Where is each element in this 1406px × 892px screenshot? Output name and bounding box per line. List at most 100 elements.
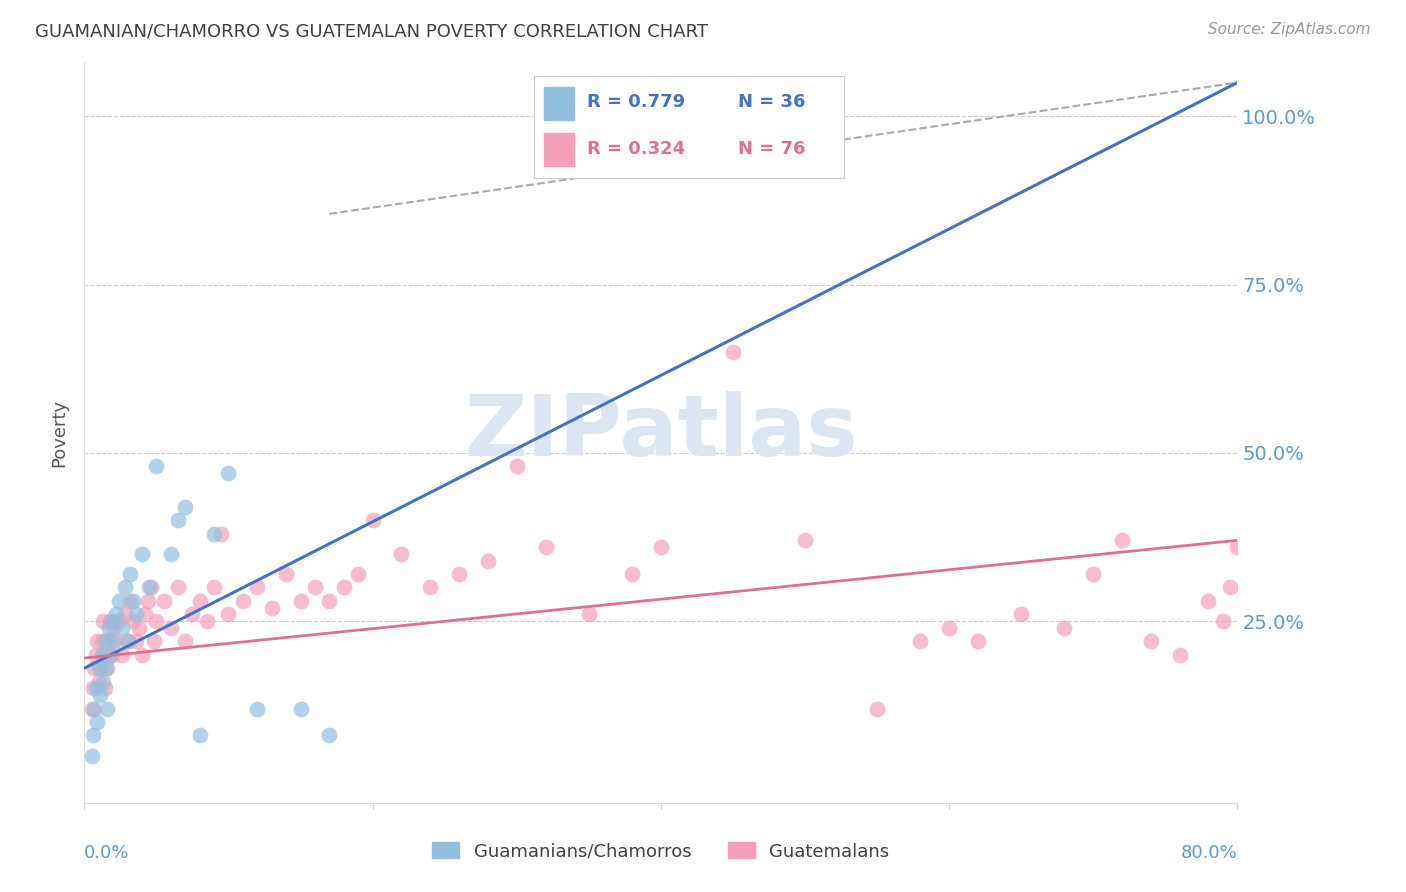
Point (391, 547, 413, 561)
Point (449, 566, 471, 581)
Point (318, 729, 340, 743)
Point (120, 594, 142, 608)
Point (232, 594, 254, 608)
Point (105, 607, 128, 622)
Point (131, 547, 153, 561)
Point (111, 648, 134, 662)
Point (1219, 581, 1241, 595)
Point (304, 581, 326, 595)
Point (105, 634, 128, 648)
Point (621, 566, 644, 581)
Point (136, 594, 159, 608)
Point (260, 600, 283, 615)
Text: Source: ZipAtlas.com: Source: ZipAtlas.com (1208, 22, 1371, 37)
Point (111, 621, 134, 635)
Point (167, 581, 190, 595)
Text: 80.0%: 80.0% (1181, 844, 1237, 862)
Point (419, 581, 441, 595)
Point (80, 701, 103, 715)
Point (174, 634, 197, 648)
Point (80, 748, 103, 763)
Point (120, 566, 142, 581)
Point (83, 701, 105, 715)
Point (91, 674, 114, 689)
Y-axis label: Poverty: Poverty (51, 399, 69, 467)
Point (145, 614, 167, 628)
Point (167, 513, 190, 527)
Point (160, 621, 183, 635)
Legend: Guamanians/Chamorros, Guatemalans: Guamanians/Chamorros, Guatemalans (425, 835, 897, 868)
Point (108, 614, 131, 628)
Point (131, 648, 153, 662)
Point (90, 648, 112, 662)
Point (82, 681, 104, 696)
Point (910, 634, 932, 648)
Point (103, 621, 124, 635)
Point (246, 701, 269, 715)
Point (333, 581, 356, 595)
Point (152, 594, 174, 608)
Point (100, 614, 122, 628)
Text: 0.0%: 0.0% (84, 844, 129, 862)
Point (938, 621, 960, 635)
Point (477, 553, 499, 567)
Bar (544, 87, 575, 120)
Point (114, 581, 136, 595)
Point (290, 594, 312, 608)
Point (145, 459, 167, 474)
Point (139, 581, 162, 595)
Point (138, 581, 160, 595)
Point (97, 621, 120, 635)
Point (866, 701, 889, 715)
Point (91, 614, 114, 628)
Text: R = 0.779: R = 0.779 (586, 94, 685, 112)
Point (1111, 533, 1133, 548)
Point (188, 594, 211, 608)
Point (202, 581, 225, 595)
Point (1010, 607, 1032, 622)
Point (1198, 594, 1220, 608)
Point (86, 634, 108, 648)
Point (84, 648, 107, 662)
Point (125, 607, 148, 622)
Text: R = 0.324: R = 0.324 (586, 140, 685, 158)
Point (100, 648, 122, 662)
Point (86, 714, 108, 729)
Point (117, 634, 139, 648)
Point (93, 681, 115, 696)
Point (650, 540, 672, 554)
Point (98, 614, 121, 628)
Point (94, 661, 117, 675)
Point (794, 533, 817, 548)
Point (1083, 566, 1105, 581)
Point (125, 634, 148, 648)
Point (90, 634, 112, 648)
Point (209, 526, 232, 541)
Point (96, 661, 118, 675)
Point (276, 566, 298, 581)
Point (967, 634, 990, 648)
Point (188, 729, 211, 743)
Point (218, 607, 240, 622)
Bar (544, 133, 575, 166)
Point (117, 634, 139, 648)
Point (1140, 634, 1163, 648)
Point (108, 594, 131, 608)
Point (290, 701, 312, 715)
Point (202, 526, 225, 541)
Point (87, 661, 110, 675)
Text: N = 36: N = 36 (738, 94, 806, 112)
Point (122, 594, 145, 608)
Point (1168, 648, 1191, 662)
Point (103, 634, 124, 648)
Point (134, 607, 156, 622)
Point (96, 701, 118, 715)
Point (82, 729, 104, 743)
Point (318, 594, 340, 608)
Point (94, 648, 117, 662)
Point (1053, 621, 1076, 635)
Point (89, 661, 111, 675)
Point (1212, 614, 1234, 628)
Point (122, 614, 145, 628)
Point (128, 621, 150, 635)
